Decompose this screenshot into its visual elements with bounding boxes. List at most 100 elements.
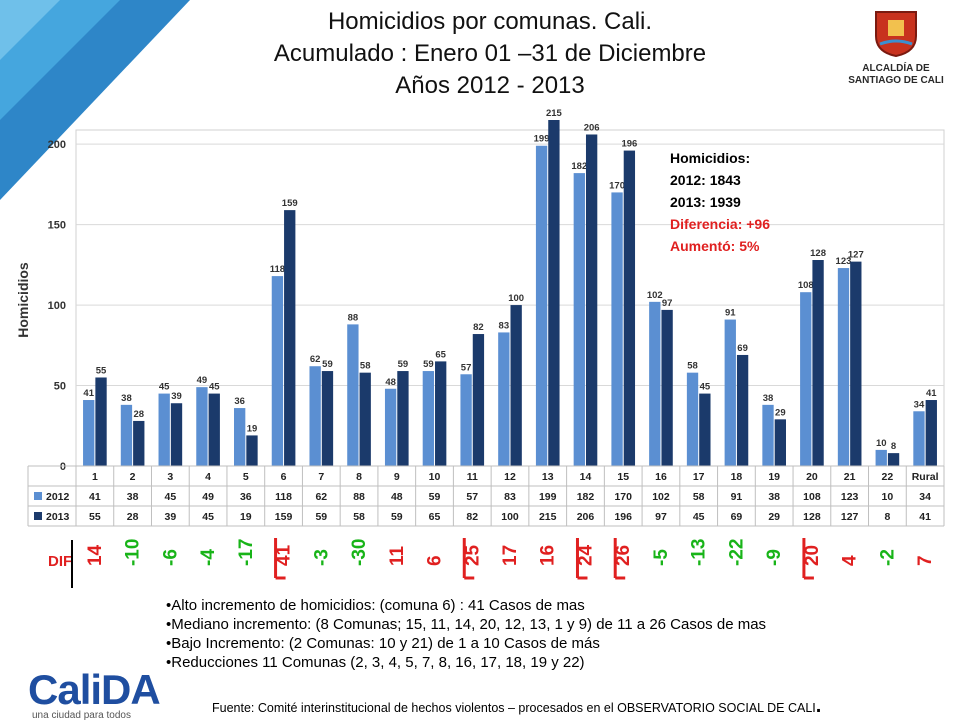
bar-2012-7 <box>309 366 321 466</box>
bar-2013-5 <box>246 435 258 466</box>
dif-label: DIF <box>48 553 72 570</box>
category-label-Rural: Rural <box>912 471 939 483</box>
bar-2012-16 <box>649 301 661 466</box>
category-label-10: 10 <box>429 471 441 483</box>
bar-2012-4 <box>196 387 208 466</box>
data-label-2012-8: 88 <box>348 312 359 323</box>
dif-value-9: 11 <box>387 545 408 566</box>
table-value-2012-15: 170 <box>614 491 632 503</box>
summary-heading: Homicidios: <box>670 150 751 166</box>
bar-2012-2 <box>120 404 133 466</box>
table-value-2013-11: 82 <box>466 511 478 523</box>
bar-2012-15 <box>611 192 623 466</box>
title-line-1: Homicidios por comunas. Cali. <box>327 8 653 35</box>
bar-2013-Rural <box>925 400 937 466</box>
table-value-2013-8: 58 <box>353 511 365 523</box>
table-value-2013-2: 28 <box>127 511 139 523</box>
category-label-19: 19 <box>768 471 780 483</box>
bar-2012-17 <box>686 372 699 466</box>
bar-2013-7 <box>321 371 334 466</box>
bar-2013-13 <box>548 120 560 466</box>
data-label-2012-19: 38 <box>763 393 774 404</box>
table-value-2012-1: 41 <box>89 491 101 503</box>
calida-logo: CaliDA una ciudad para todos <box>28 669 161 721</box>
dif-value-3: -6 <box>160 549 181 566</box>
table-value-2013-17: 45 <box>693 511 705 523</box>
summary-2012: 2012: 1843 <box>670 172 741 188</box>
y-tick-label-50: 50 <box>54 381 66 393</box>
data-label-2013-5: 19 <box>247 423 258 434</box>
bar-2012-22 <box>875 449 887 466</box>
bar-2013-11 <box>472 334 485 466</box>
bar-2012-1 <box>83 400 95 466</box>
data-label-2012-5: 36 <box>234 396 245 407</box>
bar-2013-2 <box>133 420 145 466</box>
summary-increase: Aumentó: 5% <box>670 238 760 254</box>
data-label-2013-19: 29 <box>775 407 786 418</box>
dif-value-19: -9 <box>764 549 785 566</box>
category-label-6: 6 <box>281 471 287 483</box>
bar-2013-12 <box>510 305 522 466</box>
dif-value-8: -30 <box>349 539 370 566</box>
bar-2012-5 <box>234 408 246 466</box>
bar-2013-19 <box>774 419 786 466</box>
findings-list: •Alto incremento de homicidios: (comuna … <box>166 596 766 672</box>
summary-box: Homicidios: 2012: 1843 2013: 1939 Difere… <box>670 147 770 257</box>
legend-swatch-2013 <box>34 512 42 520</box>
data-label-2013-Rural: 41 <box>926 388 937 399</box>
logo-line-1: ALCALDÍA DE <box>862 63 930 74</box>
data-label-2013-8: 58 <box>360 361 371 372</box>
dif-value-10: 6 <box>425 555 446 566</box>
data-label-2012-22: 10 <box>876 438 887 449</box>
category-label-5: 5 <box>243 471 249 483</box>
table-value-2012-5: 36 <box>240 491 252 503</box>
table-value-2012-Rural: 34 <box>919 491 931 503</box>
table-value-2013-1: 55 <box>89 511 101 523</box>
dif-value-21: 4 <box>840 555 861 566</box>
finding-reductions: •Reducciones 11 Comunas (2, 3, 4, 5, 7, … <box>166 654 585 671</box>
title-line-3: Años 2012 - 2013 <box>395 72 585 99</box>
data-label-2012-12: 83 <box>499 320 510 331</box>
bar-2013-20 <box>812 260 824 466</box>
bar-2012-3 <box>158 393 170 466</box>
finding-low: •Bajo Incremento: (2 Comunas: 10 y 21) d… <box>166 635 600 652</box>
y-axis-label: Homicidios <box>15 262 31 338</box>
category-label-16: 16 <box>655 471 667 483</box>
data-label-2013-4: 45 <box>209 382 220 393</box>
data-label-2013-1: 55 <box>96 365 107 376</box>
table-value-2013-14: 206 <box>577 511 595 523</box>
dif-value-15: 26 <box>613 545 634 566</box>
bar-2013-15 <box>623 150 636 466</box>
data-label-2013-6: 159 <box>282 198 298 209</box>
table-value-2012-2: 38 <box>127 491 139 503</box>
data-label-2012-1: 41 <box>83 388 94 399</box>
data-label-2012-4: 49 <box>197 375 208 386</box>
dif-value-13: 16 <box>538 545 559 566</box>
data-label-2013-2: 28 <box>133 409 144 420</box>
table-value-2012-9: 48 <box>391 491 403 503</box>
data-label-2012-7: 62 <box>310 354 321 365</box>
table-value-2013-10: 65 <box>429 511 441 523</box>
data-label-2012-14: 182 <box>571 161 587 172</box>
y-tick-label-200: 200 <box>48 139 66 151</box>
data-label-2013-10: 65 <box>435 349 446 360</box>
bar-2012-20 <box>800 292 812 466</box>
data-label-2013-12: 100 <box>508 293 524 304</box>
dif-value-17: -13 <box>689 539 710 566</box>
category-label-3: 3 <box>167 471 173 483</box>
data-label-2013-11: 82 <box>473 322 484 333</box>
data-label-2012-11: 57 <box>461 362 472 373</box>
category-label-11: 11 <box>467 471 478 483</box>
table-value-2012-16: 102 <box>652 491 670 503</box>
finding-high: •Alto incremento de homicidios: (comuna … <box>166 597 585 614</box>
table-value-2013-22: 8 <box>884 511 890 523</box>
dif-value-16: -5 <box>651 549 672 566</box>
bar-2012-13 <box>535 145 548 466</box>
corner-decoration <box>0 0 190 200</box>
bar-2012-18 <box>724 319 736 466</box>
title-line-2: Acumulado : Enero 01 –31 de Diciembre <box>273 40 707 67</box>
category-label-7: 7 <box>318 471 324 483</box>
table-value-2012-10: 59 <box>429 491 441 503</box>
bar-2013-10 <box>435 361 447 466</box>
plot-area <box>75 129 945 467</box>
